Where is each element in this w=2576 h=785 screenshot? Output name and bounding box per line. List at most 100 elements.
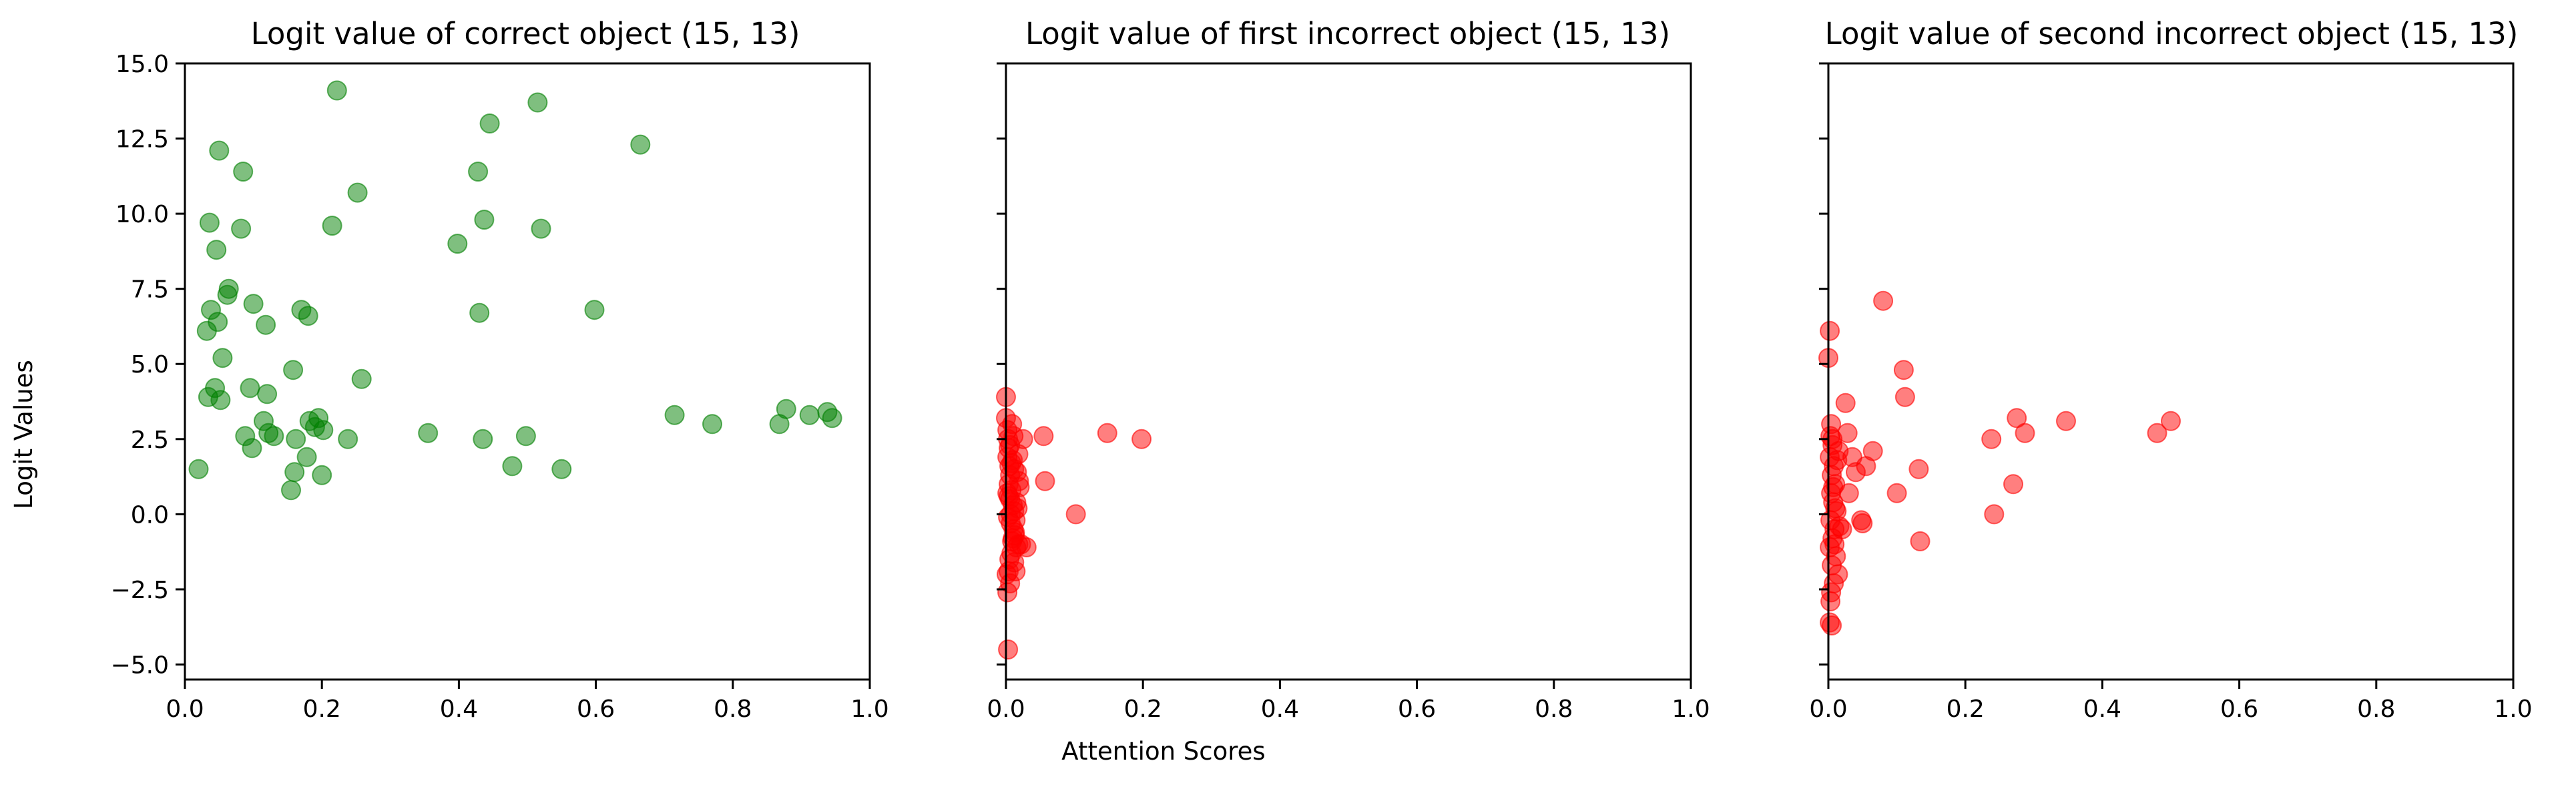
data-point xyxy=(584,300,605,320)
data-point xyxy=(1035,471,1055,491)
data-point xyxy=(284,462,305,483)
scatter-panel-second-incorrect: 0.0 0.2 0.4 0.6 0.8 1.0 xyxy=(1809,62,2533,723)
data-point xyxy=(479,113,500,134)
data-point xyxy=(630,134,651,155)
data-point xyxy=(338,429,358,449)
data-point xyxy=(1852,513,1873,533)
x-tick-label: 0.6 xyxy=(2220,696,2258,723)
data-point xyxy=(474,210,495,230)
x-tick-label: 0.2 xyxy=(303,696,341,723)
data-point xyxy=(1984,504,2005,525)
data-point xyxy=(281,480,301,501)
data-point xyxy=(1862,441,1883,461)
plot-frame xyxy=(1005,62,1692,681)
x-axis-ticks: 0.0 0.2 0.4 0.6 0.8 1.0 xyxy=(1809,680,2533,723)
panel-title-first-incorrect: Logit value of first incorrect object (1… xyxy=(1025,16,1670,51)
y-axis-ticks: −5.0 −2.5 0.0 2.5 5.0 7.5 10.0 12.5 15.0 xyxy=(111,51,185,679)
x-tick-label: 0.8 xyxy=(2357,696,2395,723)
data-point xyxy=(240,378,260,399)
data-points xyxy=(188,80,842,501)
data-point xyxy=(997,483,1018,503)
scatter-panel-correct: 0.0 0.2 0.4 0.6 0.8 1.0 −5.0 −2.5 0.0 2.5 5.0 7.5 1… xyxy=(111,51,889,723)
data-points xyxy=(1818,290,2181,635)
data-point xyxy=(998,639,1019,660)
x-tick-label: 0.8 xyxy=(1535,696,1573,723)
y-tick-label: 12.5 xyxy=(115,126,169,154)
data-point xyxy=(242,438,262,459)
data-point xyxy=(2161,411,2181,431)
data-point xyxy=(1065,504,1086,525)
data-point xyxy=(322,216,342,236)
data-point xyxy=(473,429,493,449)
x-tick-label: 0.2 xyxy=(1947,696,1985,723)
data-point xyxy=(502,456,523,477)
data-point xyxy=(209,140,230,161)
data-point xyxy=(527,92,548,113)
x-tick-label: 0.4 xyxy=(440,696,478,723)
data-point xyxy=(2056,411,2076,431)
data-point xyxy=(218,278,239,299)
data-point xyxy=(1838,483,1859,503)
data-point xyxy=(1820,320,1840,341)
data-point xyxy=(1910,531,1930,551)
panel-title-correct: Logit value of correct object (15, 13) xyxy=(251,16,800,51)
panel-title-second-incorrect: Logit value of second incorrect object (… xyxy=(1825,16,2519,51)
data-point xyxy=(997,582,1018,603)
x-axis-ticks: 0.0 0.2 0.4 0.6 0.8 1.0 xyxy=(166,680,889,723)
data-point xyxy=(1002,414,1023,435)
x-axis-ticks: 0.0 0.2 0.4 0.6 0.8 1.0 xyxy=(987,680,1710,723)
data-point xyxy=(1886,483,1907,503)
data-points xyxy=(996,386,1152,660)
data-point xyxy=(702,414,722,435)
x-tick-label: 0.4 xyxy=(2083,696,2121,723)
data-point xyxy=(1893,360,1914,380)
data-point xyxy=(256,314,276,335)
x-tick-label: 1.0 xyxy=(1671,696,1710,723)
data-point xyxy=(776,399,796,419)
data-point xyxy=(231,218,252,239)
plot-frame xyxy=(184,62,871,681)
data-point xyxy=(1837,423,1858,443)
data-point xyxy=(1824,534,1845,555)
data-point xyxy=(351,368,372,389)
data-point xyxy=(664,405,685,425)
data-point xyxy=(1825,498,1846,519)
x-tick-label: 0.8 xyxy=(714,696,752,723)
y-tick-label: 15.0 xyxy=(115,51,169,78)
y-tick-label: 7.5 xyxy=(131,276,169,304)
data-point xyxy=(313,420,334,441)
data-point xyxy=(312,465,332,485)
data-point xyxy=(233,162,254,182)
data-point xyxy=(1835,392,1856,413)
data-point xyxy=(283,360,304,380)
x-tick-label: 0.0 xyxy=(1809,696,1847,723)
data-point xyxy=(1894,386,1915,407)
data-point xyxy=(469,302,490,323)
data-point xyxy=(515,426,536,447)
plot-frame xyxy=(1827,62,2515,681)
data-point xyxy=(208,312,228,332)
x-tick-label: 0.6 xyxy=(1398,696,1436,723)
x-tick-label: 0.0 xyxy=(987,696,1025,723)
data-point xyxy=(1981,429,2002,449)
data-point xyxy=(1003,528,1023,549)
x-tick-label: 0.6 xyxy=(577,696,615,723)
data-point xyxy=(257,384,278,405)
data-point xyxy=(326,80,347,101)
data-point xyxy=(347,182,368,203)
data-point xyxy=(206,240,227,260)
data-point xyxy=(822,408,842,429)
y-axis-label: Logit Values xyxy=(9,360,38,509)
x-tick-label: 0.2 xyxy=(1124,696,1162,723)
scatter-panel-first-incorrect: 0.0 0.2 0.4 0.6 0.8 1.0 xyxy=(987,62,1710,723)
data-point xyxy=(210,390,231,411)
x-tick-label: 1.0 xyxy=(2494,696,2532,723)
x-tick-label: 0.0 xyxy=(166,696,204,723)
y-axis-ticks xyxy=(997,62,1006,666)
data-point xyxy=(264,426,284,447)
y-axis-ticks xyxy=(1819,62,1828,666)
data-point xyxy=(296,447,317,467)
data-point xyxy=(1097,423,1117,443)
data-point xyxy=(1820,591,1841,611)
y-tick-label: 0.0 xyxy=(131,501,169,529)
